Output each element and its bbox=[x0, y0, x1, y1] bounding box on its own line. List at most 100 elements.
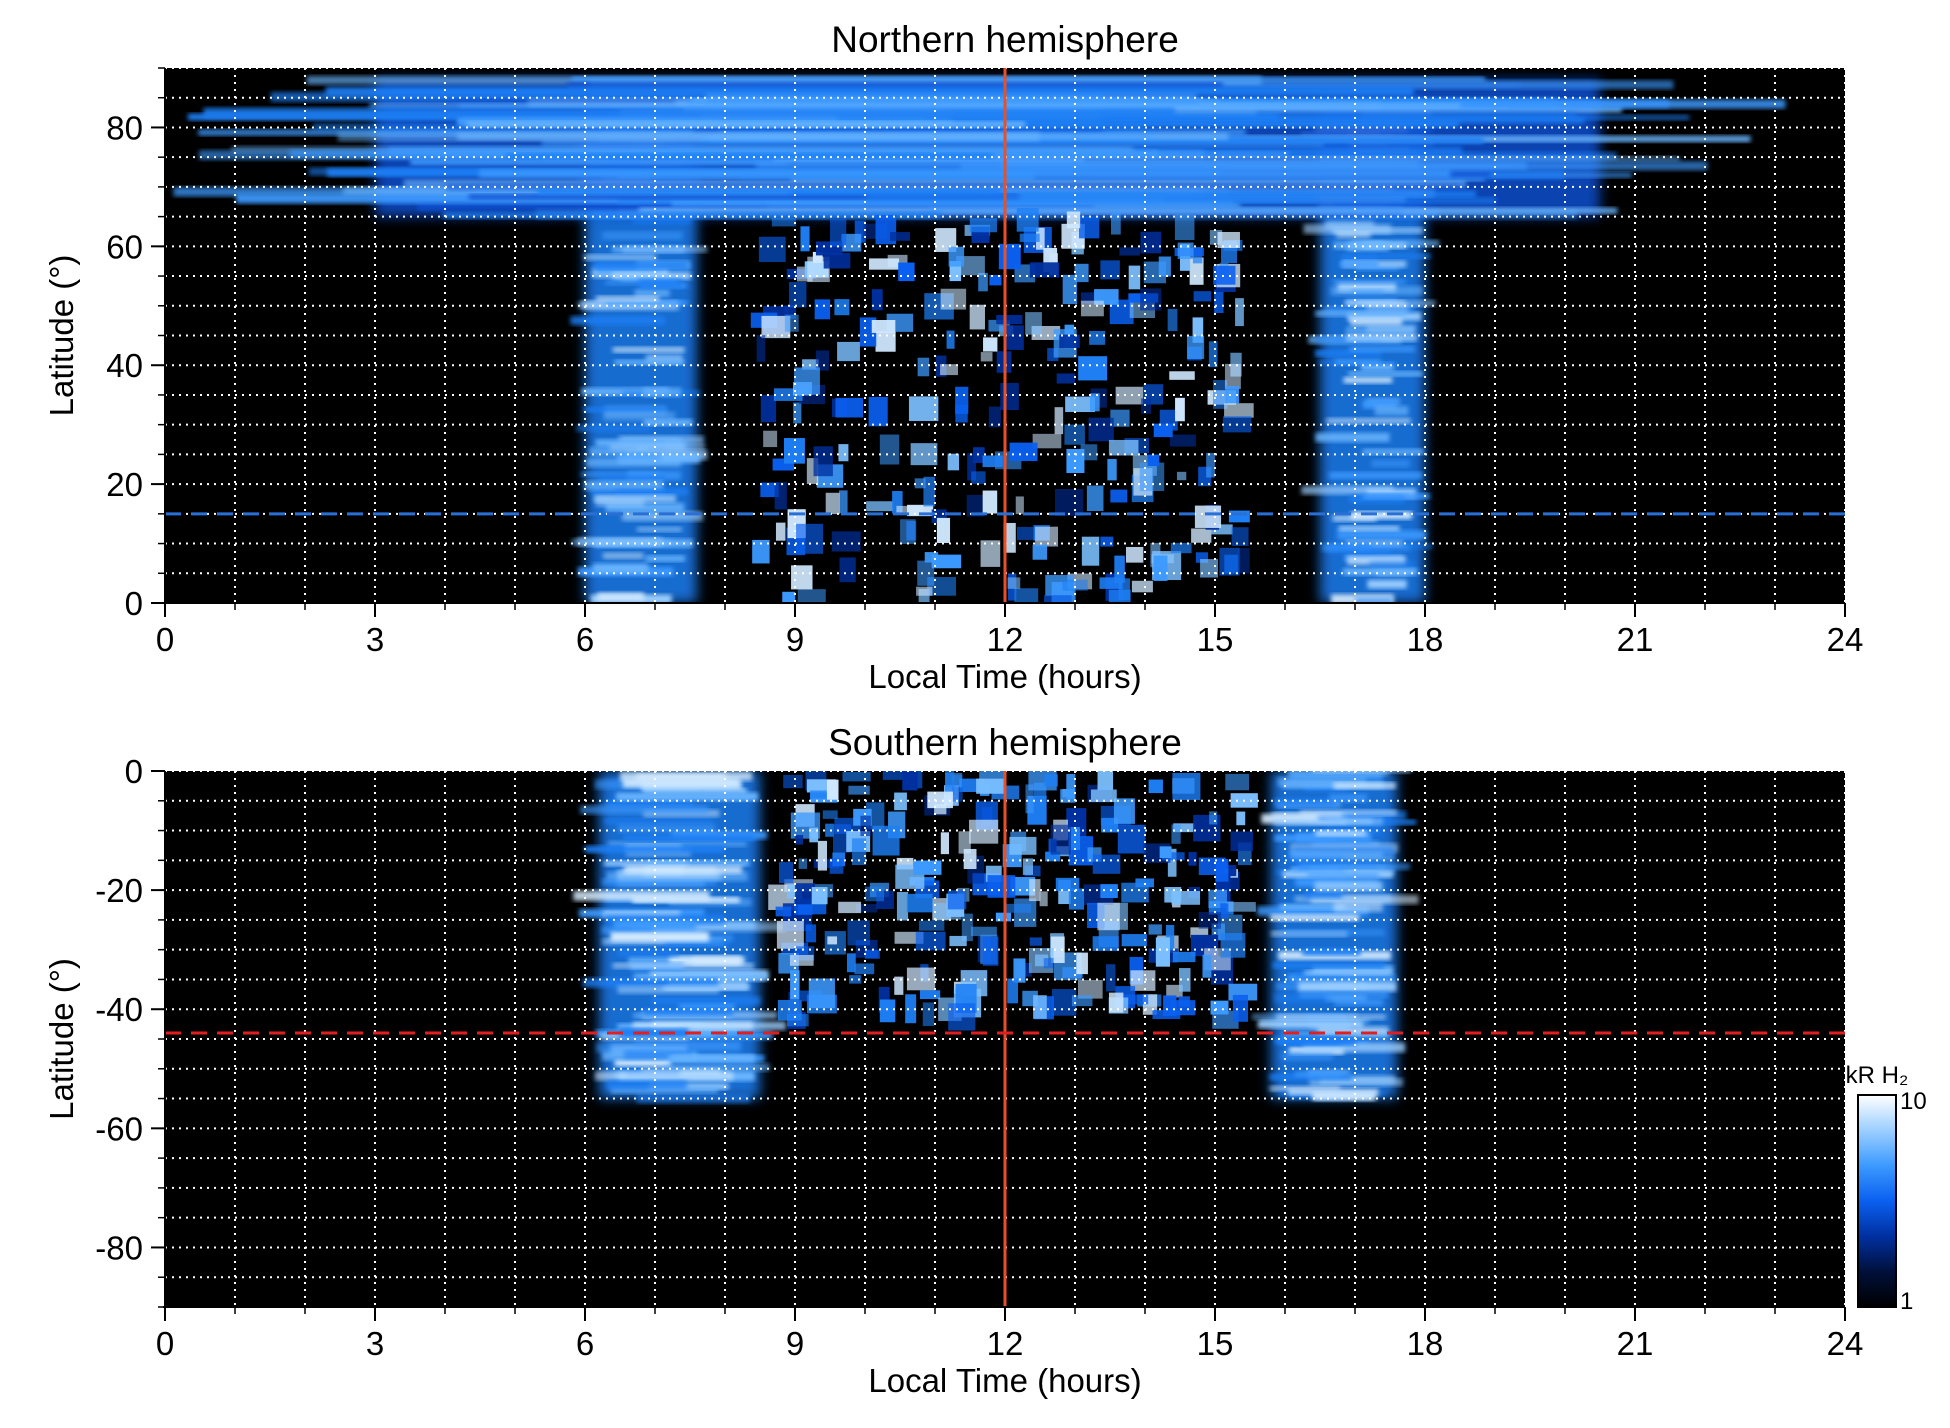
emission-streak bbox=[668, 1054, 756, 1062]
emission-patch bbox=[1054, 407, 1064, 435]
emission-patch bbox=[837, 341, 860, 362]
x-tick-label: 12 bbox=[987, 621, 1024, 658]
emission-patch bbox=[940, 832, 950, 855]
emission-patch bbox=[834, 299, 850, 316]
emission-streak bbox=[619, 1028, 689, 1038]
emission-patch bbox=[860, 815, 871, 837]
emission-patch bbox=[795, 883, 815, 905]
emission-streak bbox=[1315, 350, 1382, 357]
emission-patch bbox=[1226, 902, 1256, 912]
emission-patch bbox=[1032, 544, 1048, 560]
emission-streak bbox=[506, 153, 993, 159]
emission-patch bbox=[1114, 555, 1125, 583]
emission-patch bbox=[854, 220, 866, 243]
emission-streak bbox=[602, 552, 644, 559]
emission-patch bbox=[1128, 265, 1141, 290]
emission-patch bbox=[1215, 859, 1229, 882]
emission-patch bbox=[948, 1003, 976, 1031]
emission-streak bbox=[1315, 432, 1390, 442]
x-axis-title: Local Time (hours) bbox=[868, 1362, 1141, 1399]
emission-patch bbox=[1036, 227, 1045, 250]
emission-patch bbox=[1140, 231, 1162, 254]
emission-streak bbox=[633, 973, 767, 982]
emission-streak bbox=[633, 1013, 733, 1019]
y-tick-label: 80 bbox=[106, 109, 143, 146]
emission-patch bbox=[940, 364, 958, 376]
emission-patch bbox=[1035, 526, 1059, 547]
emission-patch bbox=[1066, 211, 1081, 229]
emission-streak bbox=[1315, 310, 1407, 317]
emission-patch bbox=[798, 858, 808, 869]
emission-streak bbox=[1332, 279, 1406, 285]
emission-patch bbox=[1162, 852, 1185, 861]
emission-patch bbox=[1231, 527, 1249, 546]
emission-patch bbox=[789, 281, 807, 308]
emission-streak bbox=[632, 216, 691, 224]
emission-streak bbox=[1321, 543, 1410, 552]
emission-patch bbox=[1210, 1000, 1229, 1015]
emission-patch bbox=[968, 819, 999, 844]
emission-patch bbox=[784, 314, 799, 332]
emission-streak bbox=[1362, 399, 1397, 409]
emission-patch bbox=[1238, 548, 1250, 574]
x-tick-label: 24 bbox=[1827, 621, 1864, 658]
emission-patch bbox=[988, 406, 1001, 428]
x-tick-label: 3 bbox=[366, 621, 384, 658]
emission-patch bbox=[869, 258, 900, 270]
emission-patch bbox=[948, 246, 965, 267]
emission-patch bbox=[1148, 779, 1163, 794]
emission-patch bbox=[879, 999, 896, 1023]
emission-patch bbox=[829, 858, 844, 874]
emission-patch bbox=[864, 886, 885, 902]
emission-patch bbox=[847, 920, 870, 946]
emission-patch bbox=[868, 396, 888, 427]
emission-streak bbox=[612, 962, 754, 969]
emission-patch bbox=[1166, 984, 1183, 998]
emission-streak bbox=[1290, 851, 1383, 859]
emission-patch bbox=[875, 331, 896, 352]
emission-streak bbox=[1371, 459, 1410, 468]
emission-patch bbox=[982, 936, 999, 966]
emission-streak bbox=[1294, 1071, 1341, 1078]
emission-streak bbox=[617, 948, 679, 957]
emission-streak bbox=[1342, 253, 1431, 259]
emission-streak bbox=[617, 985, 720, 994]
x-tick-label: 24 bbox=[1827, 1325, 1864, 1362]
emission-patch bbox=[794, 835, 804, 845]
emission-patch bbox=[900, 519, 916, 545]
emission-streak bbox=[607, 841, 747, 847]
emission-patch bbox=[905, 994, 917, 1024]
emission-patch bbox=[1176, 471, 1187, 481]
emission-streak bbox=[953, 110, 1577, 119]
emission-streak bbox=[615, 489, 665, 499]
emission-streak bbox=[1270, 914, 1360, 922]
x-tick-label: 12 bbox=[987, 1325, 1024, 1362]
colorbar-max-label: 10 bbox=[1900, 1088, 1927, 1115]
emission-streak bbox=[466, 121, 1026, 128]
emission-patch bbox=[1068, 827, 1081, 850]
emission-streak bbox=[589, 447, 647, 456]
emission-streak bbox=[596, 1043, 742, 1053]
emission-patch bbox=[763, 430, 778, 448]
emission-patch bbox=[1195, 552, 1209, 563]
emission-streak bbox=[1366, 324, 1416, 334]
emission-patch bbox=[1143, 261, 1167, 284]
emission-streak bbox=[595, 295, 660, 302]
emission-patch bbox=[815, 350, 830, 371]
emission-patch bbox=[1060, 789, 1076, 803]
emission-patch bbox=[1206, 452, 1215, 478]
emission-streak bbox=[576, 424, 651, 432]
emission-patch bbox=[1089, 330, 1106, 345]
emission-streak bbox=[605, 300, 684, 307]
emission-patch bbox=[838, 490, 848, 514]
emission-streak bbox=[595, 439, 684, 447]
emission-streak bbox=[1346, 334, 1417, 342]
emission-patch bbox=[1068, 888, 1085, 910]
emission-streak bbox=[610, 1086, 718, 1094]
emission-streak bbox=[617, 451, 661, 461]
emission-patch bbox=[980, 540, 1001, 567]
emission-patch bbox=[1065, 396, 1096, 413]
emission-patch bbox=[978, 272, 988, 292]
emission-patch bbox=[1100, 536, 1114, 547]
